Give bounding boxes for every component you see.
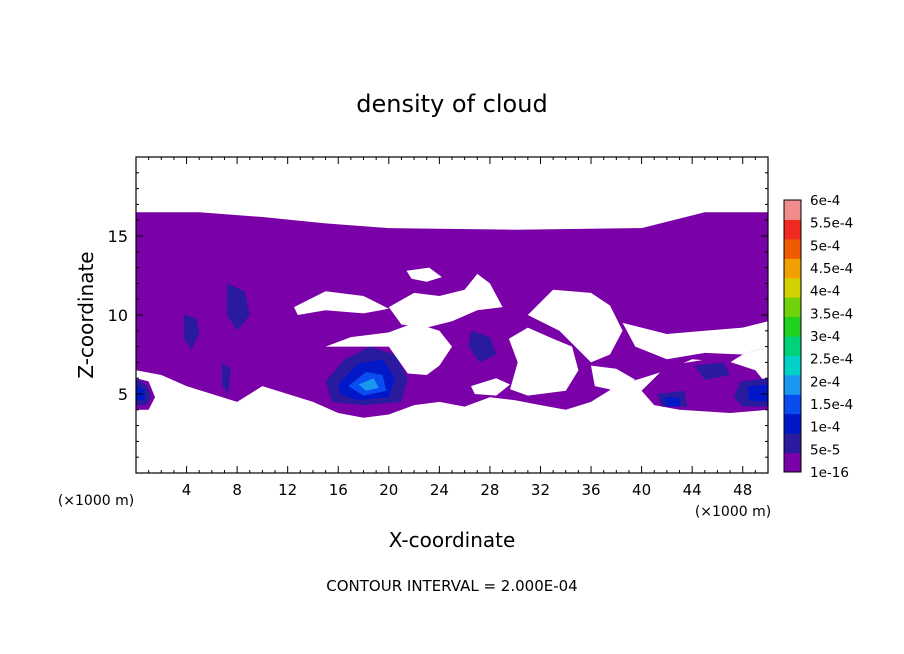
colorbar-swatch <box>784 219 801 240</box>
contour-gap-6 <box>591 365 636 391</box>
y-tick-label: 15 <box>108 227 128 246</box>
contour-gap-4 <box>622 321 768 360</box>
x-tick-label: 8 <box>232 481 242 499</box>
contour-region-8 <box>227 283 250 331</box>
contour-region-13 <box>664 397 680 407</box>
colorbar-label: 1.5e-4 <box>810 397 853 413</box>
contour-gap-1 <box>388 273 503 328</box>
y-axis: 5 10 15 <box>108 172 768 458</box>
colorbar-swatch <box>784 238 801 259</box>
colorbar-swatch <box>784 297 801 318</box>
x-tick-label: 4 <box>182 481 192 499</box>
contour-region-7 <box>184 315 200 350</box>
colorbar-swatch <box>784 355 801 376</box>
colorbar-label: 2.5e-4 <box>810 352 853 368</box>
colorbar-label: 4e-4 <box>810 284 840 300</box>
colorbar-swatch <box>784 413 801 434</box>
y-tick-label: 10 <box>108 306 128 325</box>
x-tick-label: 32 <box>531 481 550 499</box>
x-tick-label: 48 <box>733 481 752 499</box>
colorbar: 1e-16 5e-5 1e-4 1.5e-4 2e-4 2.5e-4 3e-4 3.5e-4 4… <box>783 193 853 481</box>
colorbar-frame <box>783 199 802 473</box>
colorbar-swatch <box>784 336 801 356</box>
colorbar-label: 5.5e-4 <box>810 216 853 232</box>
contour-region-11 <box>694 362 731 380</box>
colorbar-label: 6e-4 <box>810 193 840 209</box>
chart-title: density of cloud <box>356 90 547 118</box>
plot-area <box>135 156 769 474</box>
x-tick-label: 12 <box>278 481 297 499</box>
colorbar-label: 4.5e-4 <box>810 261 853 277</box>
colorbar-label: 3.5e-4 <box>810 306 853 322</box>
x-tick-label: 36 <box>581 481 600 499</box>
x-tick-label: 24 <box>430 481 449 499</box>
contour-region-18 <box>222 362 231 394</box>
colorbar-swatch <box>784 277 801 298</box>
contour-gap-0 <box>294 291 389 315</box>
colorbar-label: 2e-4 <box>810 374 840 390</box>
x-unit-label-right: (×1000 m) <box>695 504 771 520</box>
contour-gap-8 <box>471 378 511 396</box>
x-tick-label: 40 <box>632 481 651 499</box>
contour-gap-2 <box>325 322 452 375</box>
colorbar-label: 1e-16 <box>810 465 849 481</box>
x-tick-label: 28 <box>480 481 499 499</box>
contour-region-17 <box>136 384 145 401</box>
contour-region-6 <box>358 378 379 391</box>
contour-interval-note: CONTOUR INTERVAL = 2.000E-04 <box>326 577 577 595</box>
contour-region-9 <box>468 330 497 363</box>
colorbar-label: 5e-5 <box>810 442 840 458</box>
x-axis-label: X-coordinate <box>389 528 516 552</box>
contour-region-15 <box>747 384 768 402</box>
y-axis-label: Z-coordinate <box>74 251 98 378</box>
colorbar-label: 5e-4 <box>810 238 840 254</box>
colorbar-swatch <box>784 316 801 337</box>
colorbar-swatch <box>784 374 801 395</box>
x-axis: 4 8 12 16 20 24 28 32 36 40 44 48 <box>148 157 756 499</box>
colorbar-swatch <box>784 258 801 279</box>
colorbar-swatch <box>784 452 801 473</box>
contour-gap-3 <box>527 289 623 363</box>
y-tick-label: 5 <box>118 385 128 404</box>
x-tick-label: 16 <box>329 481 348 499</box>
contour-gap-7 <box>406 267 442 282</box>
x-tick-label: 20 <box>379 481 398 499</box>
colorbar-label: 3e-4 <box>810 329 840 345</box>
colorbar-swatch <box>784 200 801 220</box>
colorbar-label: 1e-4 <box>810 420 840 436</box>
colorbar-swatch <box>784 433 801 454</box>
x-unit-label-left: (×1000 m) <box>58 493 134 509</box>
x-tick-label: 44 <box>683 481 702 499</box>
contour-fills <box>136 212 768 418</box>
contour-gap-5 <box>508 327 579 396</box>
colorbar-swatch <box>784 394 801 415</box>
